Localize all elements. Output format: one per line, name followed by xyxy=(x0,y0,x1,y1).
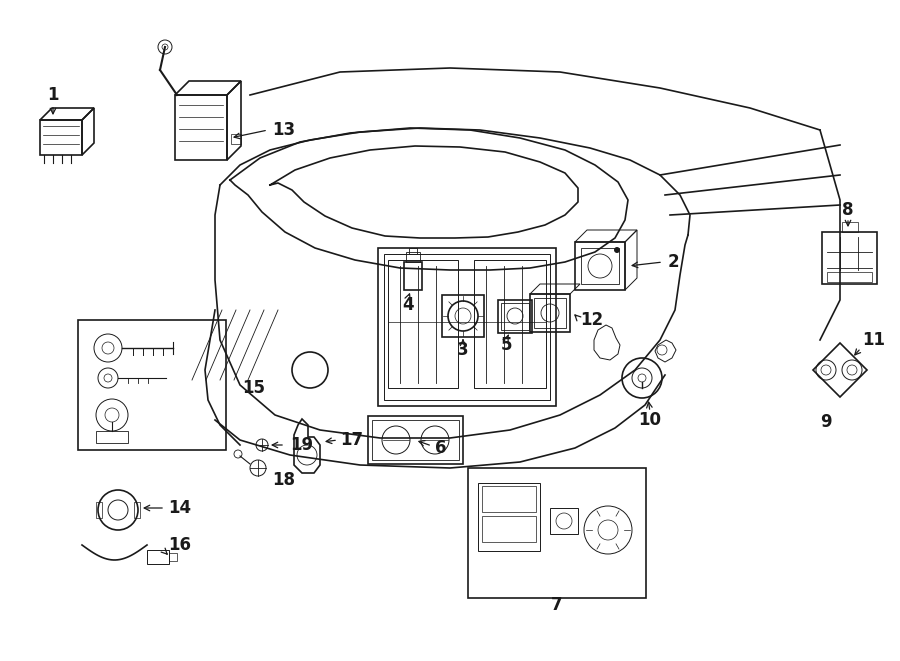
Bar xyxy=(842,222,858,232)
Bar xyxy=(231,134,241,144)
Bar xyxy=(530,294,570,332)
Text: 18: 18 xyxy=(272,471,295,489)
Bar xyxy=(478,483,540,551)
Bar xyxy=(378,248,556,406)
Bar xyxy=(96,431,128,443)
Bar xyxy=(134,502,140,518)
Text: 13: 13 xyxy=(272,121,295,139)
Bar xyxy=(550,508,578,534)
Bar xyxy=(372,420,459,460)
Bar xyxy=(501,303,529,330)
Text: 17: 17 xyxy=(340,431,363,449)
Text: 2: 2 xyxy=(668,253,680,271)
Bar xyxy=(96,502,102,518)
Text: 10: 10 xyxy=(638,411,662,429)
Bar xyxy=(175,95,227,160)
Text: 16: 16 xyxy=(168,536,191,554)
Bar xyxy=(482,486,536,512)
Text: 9: 9 xyxy=(820,413,832,431)
Bar xyxy=(404,262,422,290)
Bar xyxy=(406,252,420,262)
Bar xyxy=(822,232,877,284)
Text: 6: 6 xyxy=(435,439,446,457)
Bar xyxy=(575,242,625,290)
Bar xyxy=(40,120,82,155)
Text: 15: 15 xyxy=(242,379,265,397)
Bar xyxy=(442,295,484,337)
Bar xyxy=(78,320,226,450)
Bar xyxy=(498,300,532,333)
Text: 7: 7 xyxy=(551,596,562,614)
Bar xyxy=(468,468,646,598)
Bar xyxy=(384,254,550,400)
Text: 11: 11 xyxy=(862,331,885,349)
Bar xyxy=(827,272,872,282)
Bar xyxy=(474,260,546,388)
Bar xyxy=(368,416,463,464)
Text: 4: 4 xyxy=(402,296,414,314)
Circle shape xyxy=(614,247,620,253)
Bar xyxy=(147,550,169,564)
Bar xyxy=(581,248,619,284)
Bar xyxy=(534,298,566,328)
Text: 8: 8 xyxy=(842,201,854,219)
Text: 1: 1 xyxy=(47,86,58,104)
Bar xyxy=(482,516,536,542)
Text: 14: 14 xyxy=(168,499,191,517)
Bar xyxy=(409,248,417,254)
Text: 12: 12 xyxy=(580,311,603,329)
Text: 19: 19 xyxy=(290,436,313,454)
Text: 3: 3 xyxy=(457,341,469,359)
Bar xyxy=(169,553,177,561)
Bar xyxy=(388,260,458,388)
Text: 5: 5 xyxy=(501,336,513,354)
